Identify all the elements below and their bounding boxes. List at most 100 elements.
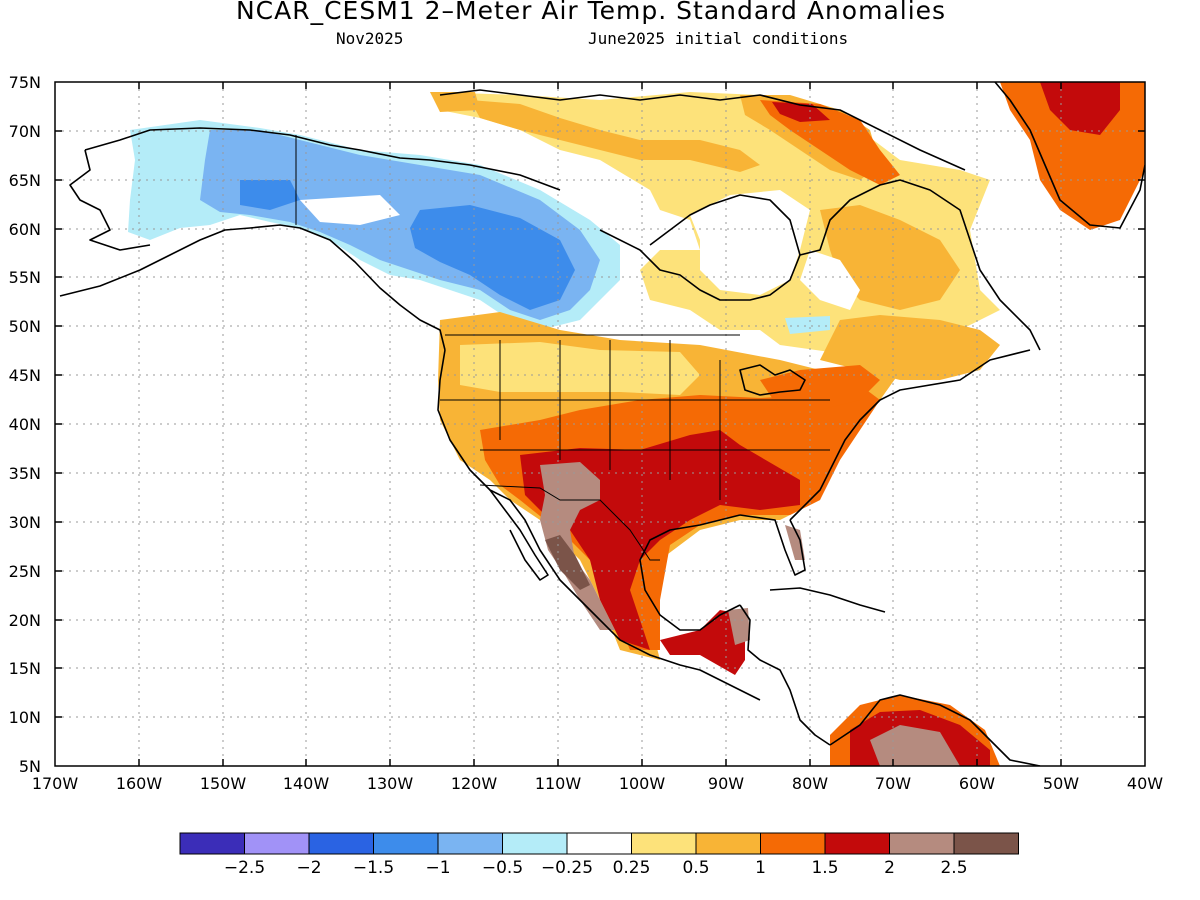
colorbar-label: −1 [425, 858, 450, 878]
coastline-great-lakes [739, 364, 806, 396]
coastline-florida [739, 514, 806, 576]
chart-title: NCAR_CESM1 2–Meter Air Temp. Standard An… [235, 0, 947, 25]
coastlines [59, 82, 1145, 766]
lon-label: 60W [959, 774, 995, 793]
colorbar-label: 2 [884, 858, 895, 878]
lat-label: 55N [9, 268, 41, 287]
map-graticule [55, 82, 1145, 766]
initial-conditions: June2025 initial conditions [588, 29, 849, 48]
lon-label: 150W [200, 774, 247, 793]
coastline-alaska-north [84, 127, 561, 191]
colorbar-swatch [373, 832, 439, 855]
lat-label: 10N [9, 708, 41, 727]
forecast-month: Nov2025 [336, 29, 404, 48]
lat-label: 70N [9, 122, 41, 141]
lon-label: 90W [708, 774, 744, 793]
lon-label: 170W [32, 774, 79, 793]
anomaly-region-southwest-brown-dark [545, 535, 590, 590]
colorbar-label: 2.5 [940, 858, 967, 878]
colorbar-label: 0.5 [682, 858, 709, 878]
lat-label: 65N [9, 171, 41, 190]
lat-label: 5N [19, 757, 41, 776]
coastline-greenland [994, 82, 1145, 229]
lon-label: 160W [116, 774, 163, 793]
border-us-mexico [479, 484, 660, 561]
anomaly-region-cold-strong [410, 205, 575, 310]
anomaly-region-central-america-brown [728, 608, 750, 645]
colorbar-label: 1.5 [811, 858, 838, 878]
colorbar-swatch [308, 832, 374, 855]
longitude-labels: 170W 160W 150W 140W 130W 120W 110W 100W … [32, 774, 1163, 793]
anomaly-region-arctic-orange-4 [430, 92, 480, 112]
colorbar-swatch [502, 832, 568, 855]
coastline-alaska [59, 224, 446, 351]
lat-label: 75N [9, 73, 41, 92]
colorbar-swatch [179, 832, 245, 855]
coastline-west-us [437, 349, 761, 701]
coastline-labrador [799, 179, 1041, 351]
anomaly-region-arctic-orange-1 [470, 100, 760, 172]
coastline-arctic-islands [439, 89, 966, 171]
lat-label: 35N [9, 464, 41, 483]
lat-label: 20N [9, 611, 41, 630]
coastline-east-us [789, 349, 1031, 521]
lon-label: 140W [283, 774, 330, 793]
anomaly-region-labrador-white [800, 250, 860, 310]
coastline-baja [489, 489, 549, 581]
anomaly-region-southwest-brown-light [540, 462, 615, 630]
political-borders [295, 135, 830, 561]
lat-label: 15N [9, 659, 41, 678]
colorbar-label: −2 [296, 858, 321, 878]
lat-label: 60N [9, 220, 41, 239]
coastline-hudson-bay [599, 194, 801, 301]
latitude-labels: 75N 70N 65N 60N 55N 50N 45N 40N 35N 30N … [9, 73, 41, 776]
anomaly-region-baffin-red [772, 102, 830, 122]
anomaly-region-greenland-red [1040, 82, 1120, 135]
anomaly-region-us-yellow-north [460, 342, 700, 395]
coastline-cuba [769, 587, 886, 613]
coastline-yucatan [739, 604, 831, 746]
lat-label: 40N [9, 415, 41, 434]
anomaly-region-great-lakes-cold [785, 316, 830, 334]
colorbar-label: −0.5 [482, 858, 523, 878]
colorbar-swatch [824, 832, 890, 855]
colorbar-label: −2.5 [224, 858, 265, 878]
lon-label: 110W [535, 774, 582, 793]
plot-area [55, 82, 1145, 766]
colorbar-label: −0.25 [541, 858, 593, 878]
lat-label: 50N [9, 317, 41, 336]
axis-ticks [55, 82, 1145, 766]
colorbar-label: −1.5 [353, 858, 394, 878]
colorbar-swatch [760, 832, 826, 855]
lon-label: 70W [875, 774, 911, 793]
border-us-states-2 [440, 399, 830, 451]
colorbar-swatch [889, 832, 955, 855]
anomaly-region-hudson-white [690, 190, 810, 295]
anomaly-region-florida-brown [785, 525, 805, 560]
lon-label: 130W [367, 774, 414, 793]
anomaly-region-central-america-red [660, 610, 745, 675]
lon-label: 100W [619, 774, 666, 793]
coastline-gulf [639, 514, 741, 631]
colorbar-swatch [631, 832, 697, 855]
coastline-south-america [829, 694, 1041, 766]
anomaly-region-nw-white [300, 195, 400, 225]
anomaly-region-northeast-orange [760, 365, 880, 410]
colorbar-swatch [437, 832, 503, 855]
anomaly-region-baffin-dark-orange [760, 100, 900, 185]
lon-label: 40W [1127, 774, 1163, 793]
lon-label: 50W [1043, 774, 1079, 793]
coastline-alaska-west [69, 149, 151, 251]
anomaly-region-cold-strong-2 [240, 180, 300, 210]
colorbar-swatch [695, 832, 761, 855]
lon-label: 80W [792, 774, 828, 793]
colorbar-swatch [566, 832, 632, 855]
colorbar-label: 1 [755, 858, 766, 878]
lat-label: 25N [9, 562, 41, 581]
colorbar-swatch [953, 832, 1019, 855]
colorbar-label: 0.25 [613, 858, 651, 878]
anomaly-region-arctic-orange-3 [820, 315, 1000, 380]
lat-label: 30N [9, 513, 41, 532]
lon-label: 120W [451, 774, 498, 793]
